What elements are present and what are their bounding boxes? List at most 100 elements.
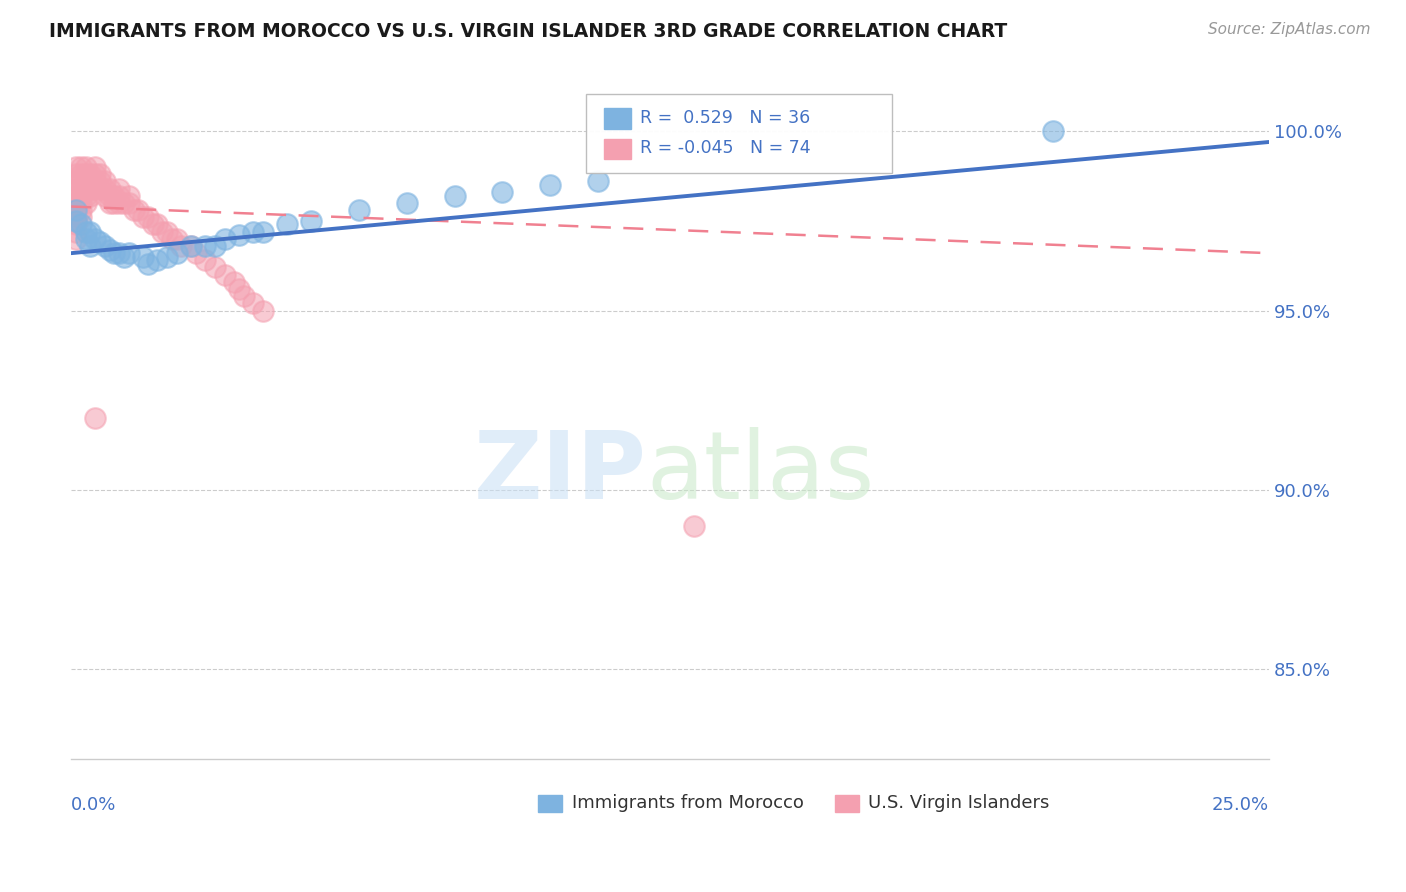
Point — [347, 203, 370, 218]
Point — [89, 174, 111, 188]
Point — [75, 225, 97, 239]
Point — [108, 181, 131, 195]
Point — [94, 188, 117, 202]
Point — [112, 250, 135, 264]
Point — [252, 225, 274, 239]
Point — [180, 239, 202, 253]
Point — [65, 225, 87, 239]
Point — [65, 214, 87, 228]
Point — [228, 282, 250, 296]
Point — [156, 225, 179, 239]
Point — [194, 239, 217, 253]
Point — [204, 239, 226, 253]
Point — [103, 246, 125, 260]
Point — [242, 225, 264, 239]
Point — [65, 196, 87, 211]
Point — [84, 181, 107, 195]
Point — [108, 188, 131, 202]
Bar — [605, 108, 630, 128]
Text: 25.0%: 25.0% — [1212, 797, 1270, 814]
Point — [65, 203, 87, 218]
Point — [65, 174, 87, 188]
Point — [65, 167, 87, 181]
Point — [214, 268, 236, 282]
Point — [79, 167, 101, 181]
Point — [204, 260, 226, 275]
Point — [166, 246, 188, 260]
Text: Immigrants from Morocco: Immigrants from Morocco — [572, 794, 804, 812]
Point — [75, 196, 97, 211]
Point — [118, 246, 141, 260]
Point — [228, 228, 250, 243]
Point — [586, 174, 609, 188]
Point — [127, 203, 149, 218]
Point — [136, 211, 159, 225]
Point — [103, 188, 125, 202]
Point — [224, 275, 246, 289]
Point — [75, 167, 97, 181]
Point — [84, 167, 107, 181]
Point — [98, 196, 121, 211]
Text: R = -0.045   N = 74: R = -0.045 N = 74 — [640, 138, 811, 157]
Text: R =  0.529   N = 36: R = 0.529 N = 36 — [640, 110, 810, 128]
Text: 0.0%: 0.0% — [72, 797, 117, 814]
Point — [194, 253, 217, 268]
Point — [98, 243, 121, 257]
Point — [65, 211, 87, 225]
Point — [118, 196, 141, 211]
Point — [122, 203, 145, 218]
Point — [299, 214, 322, 228]
Bar — [605, 139, 630, 159]
Point — [89, 235, 111, 250]
Text: U.S. Virgin Islanders: U.S. Virgin Islanders — [868, 794, 1049, 812]
Point — [69, 188, 91, 202]
Point — [84, 160, 107, 174]
Point — [75, 188, 97, 202]
Point — [112, 196, 135, 211]
Point — [166, 232, 188, 246]
Point — [150, 225, 173, 239]
Point — [232, 289, 254, 303]
Point — [683, 518, 706, 533]
Point — [98, 188, 121, 202]
Point — [75, 174, 97, 188]
Point — [142, 218, 165, 232]
Point — [79, 174, 101, 188]
Point — [156, 250, 179, 264]
Point — [242, 296, 264, 310]
Point — [103, 196, 125, 211]
Point — [65, 188, 87, 202]
Point — [69, 196, 91, 211]
Point — [108, 246, 131, 260]
Point — [184, 246, 207, 260]
Point — [84, 411, 107, 425]
Point — [69, 167, 91, 181]
Point — [132, 211, 155, 225]
Point — [79, 188, 101, 202]
Point — [69, 181, 91, 195]
Point — [65, 218, 87, 232]
Point — [276, 218, 298, 232]
Point — [65, 160, 87, 174]
Point — [214, 232, 236, 246]
Point — [69, 174, 91, 188]
Point — [75, 181, 97, 195]
Point — [69, 160, 91, 174]
Text: Source: ZipAtlas.com: Source: ZipAtlas.com — [1208, 22, 1371, 37]
Point — [79, 239, 101, 253]
Point — [491, 185, 513, 199]
Point — [65, 214, 87, 228]
Point — [84, 174, 107, 188]
Point — [84, 232, 107, 246]
Point — [75, 160, 97, 174]
Point — [79, 225, 101, 239]
Bar — [538, 795, 562, 812]
Point — [170, 239, 193, 253]
FancyBboxPatch shape — [586, 95, 891, 173]
Point — [98, 181, 121, 195]
Point — [180, 239, 202, 253]
Point — [94, 181, 117, 195]
Point — [69, 218, 91, 232]
Text: IMMIGRANTS FROM MOROCCO VS U.S. VIRGIN ISLANDER 3RD GRADE CORRELATION CHART: IMMIGRANTS FROM MOROCCO VS U.S. VIRGIN I… — [49, 22, 1008, 41]
Text: atlas: atlas — [647, 426, 875, 518]
